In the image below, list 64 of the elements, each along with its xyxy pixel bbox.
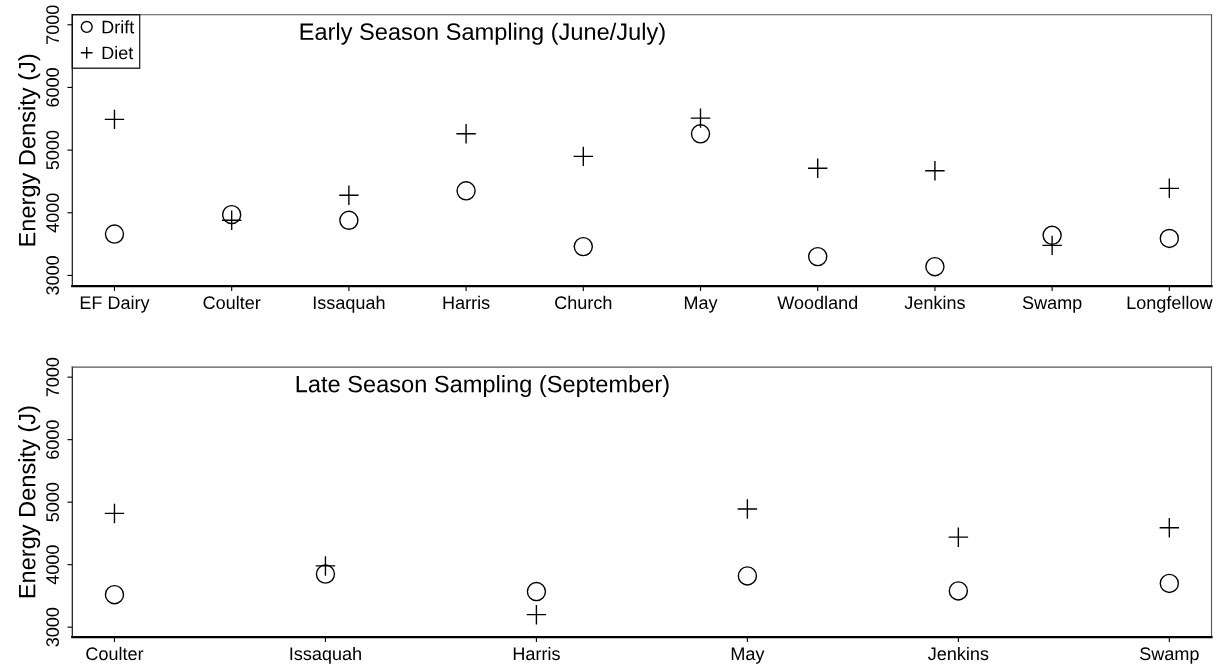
y-tick-label: 5000	[46, 130, 59, 170]
point	[1158, 177, 1180, 199]
point	[1042, 225, 1062, 246]
point	[573, 236, 594, 257]
legend-label: Drift	[102, 20, 135, 34]
point	[737, 566, 758, 586]
legend-label: Diet	[102, 46, 134, 60]
point	[807, 157, 829, 179]
y-tick-label: 4000	[46, 545, 59, 585]
x-tick-label: Woodland	[777, 295, 858, 310]
x-tick-label: Longfellow	[1127, 295, 1213, 313]
x-tick-label: Issaquah	[290, 646, 361, 664]
point	[1158, 517, 1180, 539]
x-tick-label: Jenkins	[904, 295, 965, 310]
x-tick-label: Harris	[443, 295, 490, 310]
x-tick-label: EF Dairy	[80, 295, 150, 313]
point	[221, 204, 242, 225]
point	[736, 498, 758, 520]
x-tick-label: Coulter	[203, 295, 261, 310]
x-tick-label: Harris	[513, 646, 560, 661]
point	[104, 584, 125, 605]
y-tick-label: 7000	[46, 5, 59, 44]
point	[924, 160, 946, 182]
x-tick-label: May	[684, 296, 718, 313]
point	[948, 581, 969, 601]
point	[104, 502, 125, 524]
point	[456, 181, 476, 201]
point	[338, 184, 360, 206]
y-tick-label: 4000	[46, 193, 59, 233]
x-tick-label: Swamp	[1140, 647, 1199, 664]
x-tick-label: Issaquah	[313, 295, 385, 313]
point	[455, 123, 477, 145]
point	[1159, 228, 1180, 249]
point	[690, 124, 711, 144]
point	[339, 210, 359, 231]
point	[925, 256, 945, 277]
y-tick-label: 3000	[46, 256, 59, 295]
chart-title: Late Season Sampling (September)	[296, 375, 669, 398]
point	[315, 564, 336, 584]
point	[221, 209, 243, 231]
y-tick-label: 6000	[46, 68, 59, 107]
x-tick-label: Church	[555, 295, 612, 310]
x-tick-label: Coulter	[86, 646, 144, 661]
point	[104, 224, 125, 244]
point	[1159, 573, 1180, 594]
point	[807, 246, 828, 267]
y-axis-title: Energy Density (J)	[18, 54, 41, 246]
point	[525, 604, 547, 626]
point	[572, 145, 594, 167]
y-tick-label: 5000	[46, 482, 59, 522]
point	[690, 107, 711, 129]
x-tick-label: May	[731, 647, 765, 664]
chart-title: Early Season Sampling (June/July)	[300, 22, 665, 45]
x-tick-label: Jenkins	[928, 646, 989, 661]
point	[526, 581, 547, 602]
y-axis-title: Energy Density (J)	[18, 406, 41, 598]
point	[1041, 234, 1063, 256]
y-tick-label: 7000	[46, 357, 59, 397]
x-tick-label: Swamp	[1022, 296, 1082, 313]
point	[104, 108, 125, 130]
y-tick-label: 3000	[46, 607, 59, 647]
point	[947, 526, 969, 548]
y-tick-label: 6000	[46, 420, 59, 459]
point	[315, 555, 336, 577]
